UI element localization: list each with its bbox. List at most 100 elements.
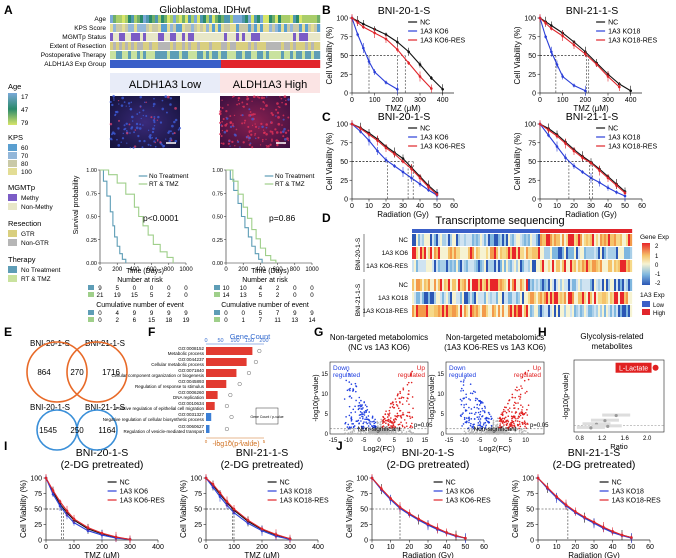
cell-dot [132, 146, 135, 149]
cell-dot [249, 115, 252, 117]
heatmap-group-strip [612, 229, 615, 233]
heatmap-cell [516, 247, 519, 259]
chart-legend-label: NC [420, 20, 430, 27]
legend-age-title: Age [8, 82, 21, 91]
track-resection-cell [242, 42, 246, 50]
track-kps-cell [194, 24, 198, 32]
heatmap-cell [464, 260, 467, 272]
heatmap-cell [620, 279, 623, 291]
volcano-point [368, 411, 371, 413]
volcano-point [460, 387, 463, 390]
heatmap-cell [534, 260, 537, 272]
cell-dot [125, 122, 128, 126]
track-therapy-cell [311, 51, 315, 59]
heatmap-cell [576, 234, 579, 246]
heatmap-cell [434, 234, 437, 246]
volcano-ylabel: -log10(p-value) [429, 374, 436, 421]
heatmap-cell [426, 260, 429, 272]
cell-dot [225, 129, 229, 133]
heatmap-cell [588, 305, 591, 317]
heatmap-cell [618, 247, 621, 259]
heatmap-cell [456, 279, 459, 291]
heatmap-cell [424, 234, 427, 246]
volcano-point [354, 411, 357, 413]
volcano-point [389, 406, 392, 409]
heatmap-cell [542, 234, 545, 246]
heatmap-cell [424, 260, 427, 272]
chart-point [356, 21, 359, 24]
track-resection-cell [257, 42, 261, 50]
track-kps-cell [188, 24, 192, 32]
chart-point [410, 176, 413, 180]
heatmap-group-strip [584, 229, 587, 233]
chart-ytick-label: 100 [522, 476, 534, 483]
cell-dot [153, 97, 155, 100]
volcano-point [366, 408, 369, 411]
track-mgmt-cell [269, 33, 273, 41]
track-mgmt-cell [314, 33, 318, 41]
cell-dot [237, 96, 241, 100]
track-mgmt-cell [272, 33, 276, 41]
heatmap-cell [562, 247, 565, 259]
volcano-xtick: -10 [344, 438, 353, 444]
volcano-point [385, 419, 387, 422]
volcano-down-label-2: regulated [333, 372, 360, 379]
volcano-point [343, 398, 346, 400]
cell-dot [142, 114, 144, 117]
heatmap-group-strip [626, 229, 629, 233]
volcano-point [384, 417, 386, 420]
track-kps-cell [146, 24, 150, 32]
cell-dot [281, 124, 283, 126]
exp-high-swatch [642, 309, 650, 315]
track-aldh-cell [164, 60, 168, 68]
volcano-point [477, 422, 480, 424]
cell-dot [161, 143, 164, 146]
chart-ytick-label: 75 [528, 140, 536, 147]
track-resection-cell [278, 42, 282, 50]
heatmap-cell [580, 260, 583, 272]
cell-dot [117, 127, 120, 130]
heatmap-cell [496, 247, 499, 259]
volcano-point [460, 415, 462, 417]
cell-dot [265, 126, 268, 129]
heatmap-cell [532, 279, 535, 291]
km-xtick-label: 800 [164, 267, 175, 273]
legend-mgmt-item-1: Non-Methy [21, 204, 54, 211]
heatmap-cell [496, 234, 499, 246]
volcano-point [469, 392, 472, 394]
track-age-cell [260, 15, 264, 23]
cell-dot [114, 114, 117, 117]
track-mgmt-cell [224, 33, 228, 41]
track-aldh-cell [212, 60, 216, 68]
track-kps-cell [197, 24, 201, 32]
track-age-cell [182, 15, 186, 23]
heatmap-cell [534, 305, 537, 317]
heatmap-cell [564, 234, 567, 246]
volcano-point [358, 422, 360, 425]
heatmap-cell [524, 292, 527, 304]
heatmap-cell [592, 279, 595, 291]
volcano-point [465, 417, 468, 419]
heatmap-cell [546, 279, 549, 291]
heatmap-cell [526, 247, 529, 259]
heatmap-group-strip [602, 229, 605, 233]
heatmap-cell [428, 260, 431, 272]
volcano-point [504, 416, 507, 419]
heatmap-cell [556, 292, 559, 304]
chart-point [356, 33, 359, 36]
volcano-point [460, 380, 462, 383]
heatmap-cell [570, 247, 573, 259]
chart-point [380, 487, 383, 490]
heatmap-cell [490, 234, 493, 246]
volcano-point [392, 403, 395, 406]
track-age-cell [239, 15, 243, 23]
heatmap-cell [532, 260, 535, 272]
km-pvalue: p<0.0001 [143, 213, 179, 223]
km-ytick-label: 0.50 [212, 215, 223, 221]
go-bar-red [206, 369, 237, 377]
cell-dot [265, 133, 268, 136]
chart-ytick-label: 0 [38, 538, 42, 545]
cell-dot [117, 143, 121, 147]
track-kps-cell [242, 24, 246, 32]
heatmap-group-strip [434, 229, 437, 233]
